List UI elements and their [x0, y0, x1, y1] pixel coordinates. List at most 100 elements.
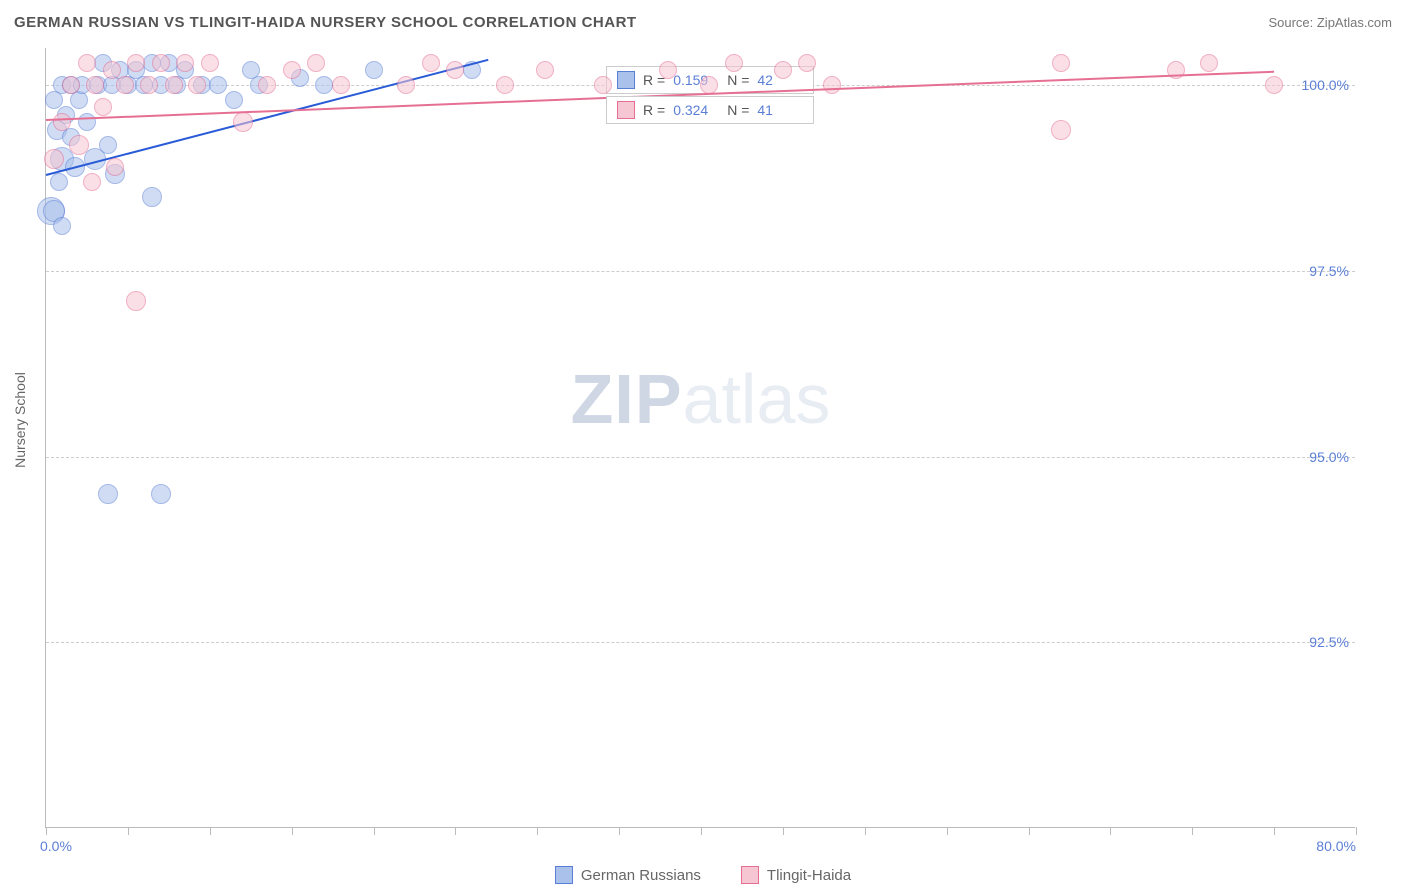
data-point-tlingit_haida [201, 54, 219, 72]
data-point-tlingit_haida [1052, 54, 1070, 72]
data-point-tlingit_haida [397, 76, 415, 94]
watermark-atlas: atlas [683, 360, 831, 438]
y-axis-label: Nursery School [12, 372, 28, 468]
bottom-legend: German Russians Tlingit-Haida [0, 866, 1406, 884]
x-tick [46, 827, 47, 835]
x-tick [1192, 827, 1193, 835]
data-point-tlingit_haida [496, 76, 514, 94]
chart-title: GERMAN RUSSIAN VS TLINGIT-HAIDA NURSERY … [14, 14, 637, 31]
x-tick [1274, 827, 1275, 835]
x-tick [1110, 827, 1111, 835]
data-point-tlingit_haida [86, 76, 104, 94]
legend-label-tlingit-haida: Tlingit-Haida [767, 867, 851, 884]
data-point-german_russians [99, 136, 117, 154]
data-point-tlingit_haida [258, 76, 276, 94]
x-tick [865, 827, 866, 835]
data-point-german_russians [209, 76, 227, 94]
data-point-tlingit_haida [126, 291, 146, 311]
x-tick [210, 827, 211, 835]
data-point-tlingit_haida [1051, 120, 1071, 140]
data-point-german_russians [151, 484, 171, 504]
plot-area: ZIPatlas 92.5%95.0%97.5%100.0%R =0.159N … [45, 48, 1355, 828]
data-point-tlingit_haida [307, 54, 325, 72]
data-point-tlingit_haida [165, 76, 183, 94]
source-name: ZipAtlas.com [1317, 15, 1392, 30]
gridline [46, 457, 1355, 458]
data-point-tlingit_haida [283, 61, 301, 79]
data-point-tlingit_haida [103, 61, 121, 79]
data-point-tlingit_haida [53, 113, 71, 131]
data-point-german_russians [53, 217, 71, 235]
watermark: ZIPatlas [571, 359, 831, 439]
stats-r-value: 0.324 [673, 102, 719, 118]
data-point-tlingit_haida [69, 135, 89, 155]
data-point-tlingit_haida [83, 173, 101, 191]
chart-source: Source: ZipAtlas.com [1268, 15, 1392, 30]
data-point-tlingit_haida [106, 158, 124, 176]
data-point-german_russians [50, 173, 68, 191]
data-point-tlingit_haida [659, 61, 677, 79]
data-point-german_russians [315, 76, 333, 94]
x-tick [128, 827, 129, 835]
legend-item-german-russians: German Russians [555, 866, 701, 884]
stats-n-label: N = [727, 102, 749, 118]
data-point-german_russians [98, 484, 118, 504]
data-point-tlingit_haida [62, 76, 80, 94]
stats-swatch [617, 101, 635, 119]
x-tick [619, 827, 620, 835]
data-point-tlingit_haida [700, 76, 718, 94]
data-point-tlingit_haida [152, 54, 170, 72]
watermark-zip: ZIP [571, 360, 683, 438]
source-prefix: Source: [1268, 15, 1316, 30]
gridline [46, 271, 1355, 272]
x-axis-max-label: 80.0% [1316, 838, 1356, 854]
stats-swatch [617, 71, 635, 89]
data-point-tlingit_haida [332, 76, 350, 94]
data-point-tlingit_haida [823, 76, 841, 94]
data-point-german_russians [45, 91, 63, 109]
legend-swatch-german-russians [555, 866, 573, 884]
data-point-german_russians [142, 187, 162, 207]
x-tick [537, 827, 538, 835]
chart-header: GERMAN RUSSIAN VS TLINGIT-HAIDA NURSERY … [14, 10, 1392, 34]
data-point-german_russians [78, 113, 96, 131]
data-point-tlingit_haida [1200, 54, 1218, 72]
data-point-tlingit_haida [78, 54, 96, 72]
data-point-tlingit_haida [233, 112, 253, 132]
data-point-tlingit_haida [176, 54, 194, 72]
x-tick [374, 827, 375, 835]
y-tick-label: 97.5% [1309, 263, 1349, 279]
legend-label-german-russians: German Russians [581, 867, 701, 884]
stats-n-value: 41 [757, 102, 803, 118]
data-point-tlingit_haida [446, 61, 464, 79]
stats-box-tlingit_haida: R =0.324N =41 [606, 96, 814, 124]
gridline [46, 642, 1355, 643]
x-tick [455, 827, 456, 835]
y-tick-label: 95.0% [1309, 449, 1349, 465]
x-tick [1029, 827, 1030, 835]
data-point-tlingit_haida [1265, 76, 1283, 94]
data-point-tlingit_haida [188, 76, 206, 94]
legend-swatch-tlingit-haida [741, 866, 759, 884]
x-tick [783, 827, 784, 835]
x-axis-min-label: 0.0% [40, 838, 72, 854]
data-point-tlingit_haida [140, 76, 158, 94]
data-point-tlingit_haida [127, 54, 145, 72]
data-point-tlingit_haida [536, 61, 554, 79]
data-point-tlingit_haida [94, 98, 112, 116]
data-point-tlingit_haida [44, 149, 64, 169]
data-point-tlingit_haida [798, 54, 816, 72]
y-tick-label: 92.5% [1309, 634, 1349, 650]
x-tick [1356, 827, 1357, 835]
y-tick-label: 100.0% [1302, 77, 1349, 93]
data-point-tlingit_haida [422, 54, 440, 72]
stats-n-label: N = [727, 72, 749, 88]
data-point-tlingit_haida [774, 61, 792, 79]
x-tick [947, 827, 948, 835]
legend-item-tlingit-haida: Tlingit-Haida [741, 866, 851, 884]
x-tick [701, 827, 702, 835]
data-point-german_russians [225, 91, 243, 109]
data-point-german_russians [365, 61, 383, 79]
data-point-tlingit_haida [725, 54, 743, 72]
x-tick [292, 827, 293, 835]
